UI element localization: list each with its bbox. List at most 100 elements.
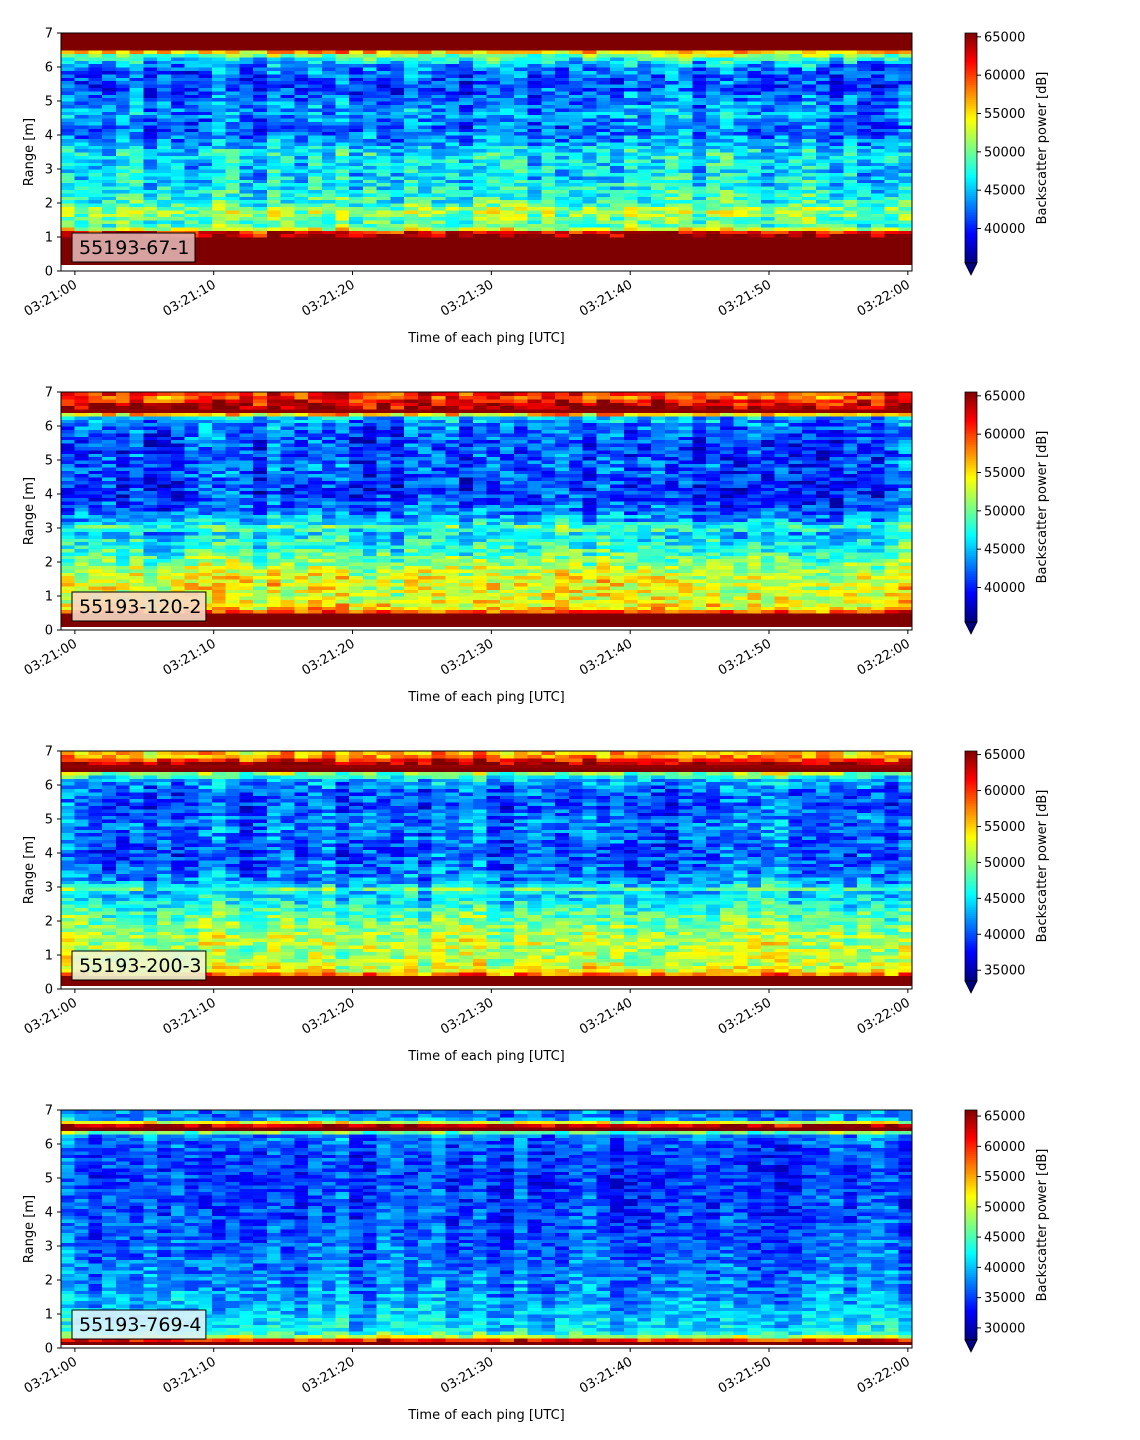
heatmap-cell [432, 234, 446, 238]
heatmap-cell [500, 176, 514, 180]
heatmap-cell [583, 234, 597, 238]
heatmap-cell [775, 176, 789, 180]
heatmap-cell [857, 33, 871, 37]
heatmap-cell [308, 234, 322, 238]
heatmap-cell [514, 251, 528, 255]
heatmap-cell [802, 33, 816, 37]
heatmap-cell [596, 159, 610, 163]
colorbar-tick-label: 45000 [984, 184, 1025, 199]
heatmap-cell [75, 193, 89, 197]
heatmap-cell [75, 217, 89, 221]
heatmap-cell [349, 200, 363, 204]
heatmap-cell [445, 132, 459, 136]
heatmap-cell [185, 176, 199, 180]
heatmap-cell [692, 166, 706, 170]
heatmap-cell [294, 166, 308, 170]
heatmap-cell [130, 470, 144, 474]
heatmap-cell [418, 193, 432, 197]
heatmap-cell [88, 183, 102, 187]
heatmap-cell [212, 244, 226, 248]
heatmap-cell [390, 251, 404, 255]
heatmap-cell [596, 210, 610, 214]
heatmap-cell [267, 149, 281, 153]
heatmap-cell [679, 193, 693, 197]
heatmap-cell [487, 217, 501, 221]
heatmap-cell [226, 159, 240, 163]
heatmap-cell [336, 142, 350, 146]
heatmap-cell [308, 193, 322, 197]
heatmap-cell [267, 200, 281, 204]
heatmap-cell [473, 166, 487, 170]
heatmap-cell [157, 217, 171, 221]
heatmap-cell [336, 193, 350, 197]
heatmap-cell [212, 200, 226, 204]
heatmap-cell [157, 33, 171, 37]
heatmap-cell [788, 251, 802, 255]
heatmap-cell [143, 227, 157, 231]
heatmap-cell [898, 244, 912, 248]
heatmap-cell [171, 149, 185, 153]
heatmap-cell [75, 159, 89, 163]
heatmap-cell [747, 244, 761, 248]
heatmap-cell [253, 227, 267, 231]
heatmap-cell [487, 132, 501, 136]
heatmap-cell [706, 227, 720, 231]
heatmap-cell [253, 176, 267, 180]
heatmap-cell [610, 200, 624, 204]
heatmap-cell [706, 251, 720, 255]
heatmap-cell [596, 200, 610, 204]
heatmap-cell [761, 166, 775, 170]
heatmap-cell [775, 132, 789, 136]
heatmap-cell [816, 217, 830, 221]
heatmap-cell [61, 402, 75, 406]
heatmap-cell [555, 183, 569, 187]
heatmap-cell [885, 210, 899, 214]
heatmap-cell [500, 193, 514, 197]
heatmap-cell [185, 142, 199, 146]
heatmap-cell [555, 149, 569, 153]
heatmap-cell [459, 166, 473, 170]
heatmap-cell [61, 487, 75, 491]
heatmap-cell [898, 234, 912, 238]
heatmap-cell [349, 227, 363, 231]
heatmap-cell [651, 227, 665, 231]
heatmap-cell [871, 142, 885, 146]
heatmap-cell [500, 166, 514, 170]
heatmap-cell [514, 132, 528, 136]
heatmap-cell [281, 200, 295, 204]
heatmap-cell [185, 132, 199, 136]
heatmap-cell [816, 142, 830, 146]
heatmap-cell [843, 234, 857, 238]
heatmap-cell [267, 132, 281, 136]
heatmap-cell [61, 504, 75, 508]
heatmap-cell [679, 149, 693, 153]
heatmap-cell [61, 142, 75, 146]
heatmap-cell [445, 33, 459, 37]
heatmap-cell [75, 453, 89, 457]
heatmap-cell [761, 176, 775, 180]
heatmap-cell [624, 234, 638, 238]
heatmap-cell [61, 392, 75, 396]
heatmap-cell [445, 210, 459, 214]
heatmap-cell [294, 132, 308, 136]
heatmap-cell [747, 159, 761, 163]
heatmap-cell [692, 217, 706, 221]
heatmap-cell [281, 251, 295, 255]
heatmap-cell [61, 453, 75, 457]
heatmap-cell [885, 166, 899, 170]
heatmap-cell [624, 251, 638, 255]
heatmap-cell [596, 33, 610, 37]
heatmap-cell [130, 436, 144, 440]
heatmap-cell [637, 217, 651, 221]
heatmap-cell [239, 132, 253, 136]
heatmap-cell [692, 210, 706, 214]
heatmap-cell [857, 183, 871, 187]
heatmap-cell [418, 132, 432, 136]
heatmap-cell [624, 166, 638, 170]
heatmap-cell [281, 234, 295, 238]
heatmap-cell [885, 244, 899, 248]
heatmap-cell [88, 227, 102, 231]
heatmap-cell [459, 217, 473, 221]
heatmap-cell [624, 142, 638, 146]
heatmap-cell [198, 142, 212, 146]
